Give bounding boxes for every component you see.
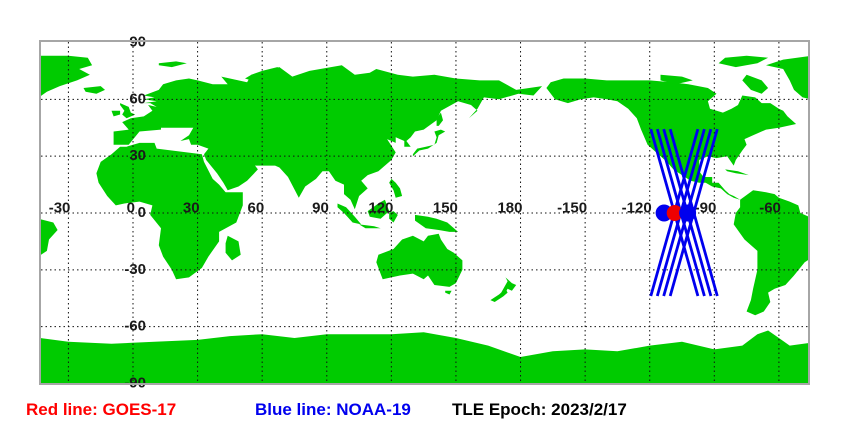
lon-label-30: 30 [183,200,200,217]
lon-label-0: 0 [127,200,135,217]
satellite-markers [655,204,697,222]
land-philippines [389,178,403,198]
land-south-america [41,219,58,255]
land-australia [376,233,463,287]
lon-label-180: 180 [497,200,522,217]
lon-label--150: -150 [557,200,587,217]
noaa19-marker [679,204,697,222]
land-svalbard [158,61,187,68]
lat-label-30: 30 [129,147,146,164]
graticule [41,42,808,383]
land-nz-north [501,277,517,293]
land-antarctica [816,331,850,384]
lat-label--30: -30 [124,261,146,278]
land-sumatra [337,203,362,225]
lon-label--60: -60 [759,200,781,217]
land-japan [412,129,446,157]
land-tasmania [445,290,452,295]
land-baffin [742,74,769,94]
legend-goes17-label: Red line: GOES-17 [26,400,177,419]
land-borneo [367,199,390,219]
lon-label-90: 90 [312,200,329,217]
land-north-america [0,79,21,200]
goes17-marker [666,205,683,221]
land-north-america [546,78,797,200]
land-south-america [733,190,808,316]
lon-label-150: 150 [433,200,458,217]
legend-tle-epoch-label: TLE Epoch: 2023/2/17 [452,400,627,419]
land-sakhalin [436,112,443,126]
land-cuba [725,169,749,176]
land-greenland [766,56,808,99]
land-antarctica [41,330,808,383]
lon-label-60: 60 [248,200,265,217]
land-iceland [83,86,105,94]
land-nz-south [490,288,508,302]
land-ellesmere [718,55,769,68]
lat-label-60: 60 [129,90,146,107]
lon-label-120: 120 [368,200,393,217]
land-novaya-zemlya [245,67,282,81]
lon-label--90: -90 [695,200,717,217]
map-frame [39,40,810,385]
land-ireland [111,110,121,117]
land-uk [120,103,136,119]
land-new-guinea [415,214,459,232]
land-madagascar [225,235,241,261]
land-greenland [41,55,93,96]
lon-label--30: -30 [49,200,71,217]
lon-label--120: -120 [622,200,652,217]
land-java [359,224,381,229]
land-victoria-island [660,74,693,85]
lat-label-0: 0 [138,204,146,221]
land-layer [0,55,850,384]
legend-noaa19-label: Blue line: NOAA-19 [255,400,411,419]
lat-label--60: -60 [124,318,146,335]
land-eurasia [113,65,543,210]
